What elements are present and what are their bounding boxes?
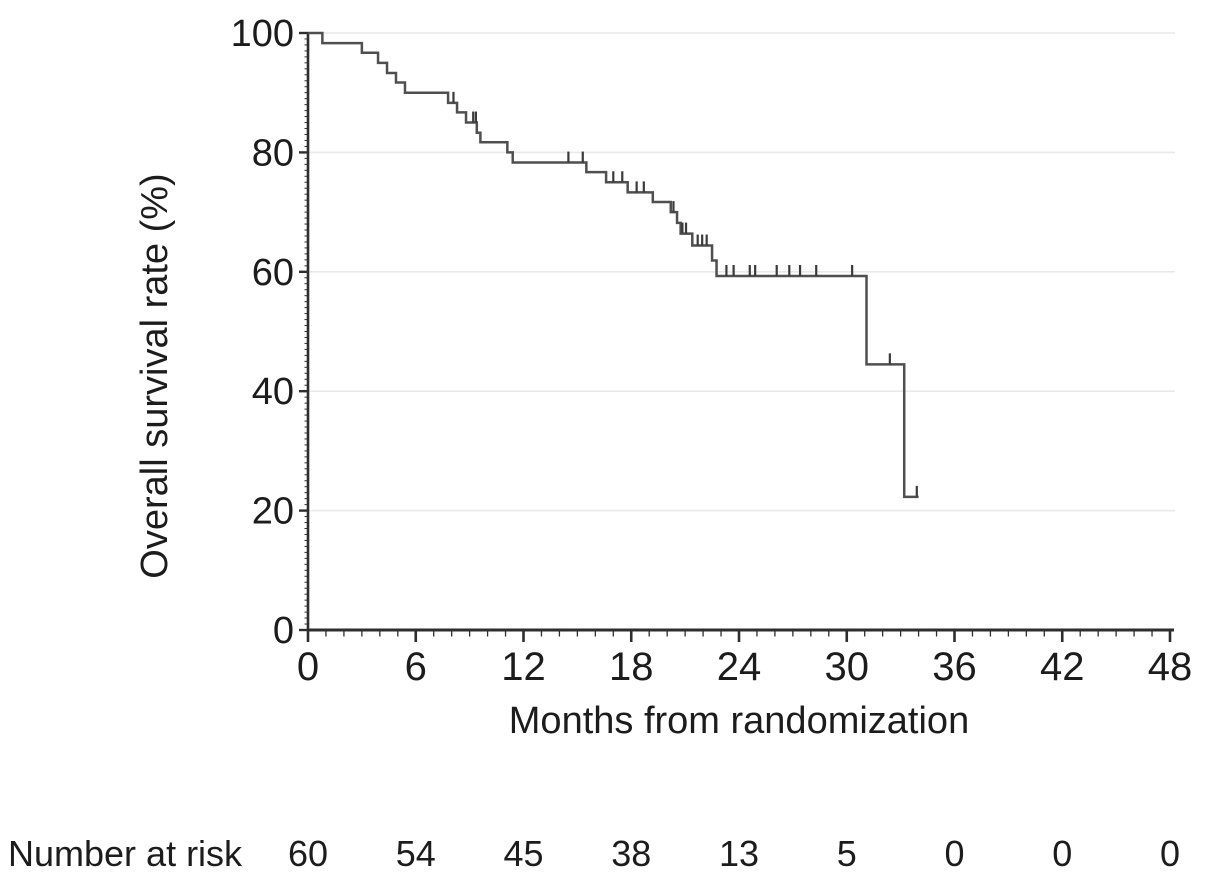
x-tick-label-36: 36: [932, 645, 977, 689]
x-tick-label-6: 6: [405, 645, 427, 689]
at-risk-count-42: 0: [1052, 833, 1072, 874]
survival-curve-group: [308, 31, 919, 499]
y-tick-label-40: 40: [252, 371, 294, 413]
y-tick-label-0: 0: [273, 610, 294, 652]
x-tick-label-30: 30: [825, 645, 870, 689]
y-tick-label-100: 100: [231, 13, 294, 55]
at-risk-count-30: 5: [837, 833, 857, 874]
at-risk-count-12: 45: [503, 833, 543, 874]
survival-curve: [308, 31, 919, 499]
x-tick-label-0: 0: [297, 645, 319, 689]
x-tick-label-18: 18: [609, 645, 654, 689]
x-tick-label-12: 12: [501, 645, 546, 689]
at-risk-count-6: 54: [396, 833, 436, 874]
at-risk-count-48: 0: [1160, 833, 1180, 874]
x-axis-title: Months from randomization: [509, 700, 969, 742]
number-at-risk-label: Number at risk: [8, 833, 243, 874]
y-tick-label-60: 60: [252, 252, 294, 294]
x-tick-label-24: 24: [717, 645, 762, 689]
at-risk-count-36: 0: [944, 833, 964, 874]
y-axis-title: Overall survival rate (%): [134, 173, 176, 578]
at-risk-count-18: 38: [611, 833, 651, 874]
axes-group: [306, 33, 1174, 632]
gridlines-group: [308, 32, 1175, 512]
tick-labels-group: 0 20 40 60 80 100 0 6 12 18 24 30 36 42 48: [231, 13, 1193, 689]
at-risk-count-24: 13: [719, 833, 759, 874]
ticks-group: [299, 31, 1172, 642]
x-tick-label-48: 48: [1148, 645, 1193, 689]
y-tick-label-80: 80: [252, 132, 294, 174]
x-tick-label-42: 42: [1040, 645, 1085, 689]
number-at-risk-group: 60 54 45 38 13 5 0 0 0: [288, 833, 1180, 874]
at-risk-count-0: 60: [288, 833, 328, 874]
y-tick-label-20: 20: [252, 491, 294, 533]
censor-marks-group: [452, 91, 918, 497]
